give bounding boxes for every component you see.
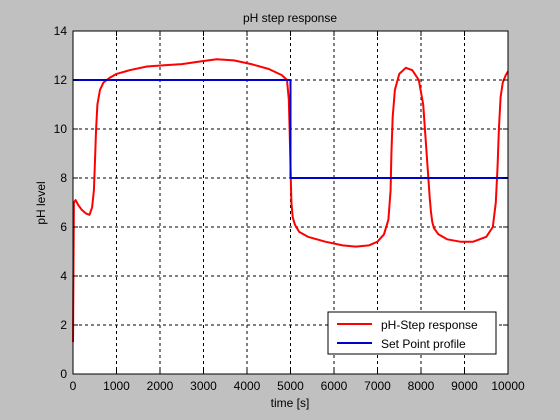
legend-label-response: pH-Step response [381, 318, 478, 332]
tick-marks [72, 30, 509, 375]
x-axis-label: time [s] [271, 396, 310, 410]
chart-title: pH step response [243, 11, 337, 25]
y-tick-label: 4 [60, 269, 67, 283]
series-line-ph-response [72, 58, 509, 343]
y-tick-label: 8 [60, 171, 67, 185]
x-tick-label: 3000 [190, 379, 217, 393]
x-tick-label: 5000 [277, 379, 304, 393]
x-tick-label: 8000 [408, 379, 435, 393]
x-tick-label: 4000 [234, 379, 261, 393]
y-tick-label: 10 [54, 122, 68, 136]
x-tick-label: 0 [70, 379, 77, 393]
y-tick-label: 12 [54, 73, 68, 87]
x-tick-label: 1000 [103, 379, 130, 393]
y-tick-label: 2 [60, 318, 67, 332]
x-tick-label: 2000 [147, 379, 174, 393]
x-tick-label: 7000 [364, 379, 391, 393]
y-tick-label: 6 [60, 220, 67, 234]
y-tick-label: 0 [60, 367, 67, 381]
x-tick-label: 10000 [491, 379, 525, 393]
legend: pH-Step response Set Point profile [327, 311, 497, 355]
x-tick-labels: 0 1000 2000 3000 4000 5000 6000 7000 8000 9000 100… [70, 379, 525, 393]
y-tick-labels: 0 2 4 6 8 10 12 14 [54, 24, 68, 381]
y-tick-label: 14 [54, 24, 68, 38]
y-axis-label: pH level [34, 181, 48, 224]
x-tick-label: 6000 [321, 379, 348, 393]
series-layer [72, 58, 509, 343]
legend-box [327, 311, 497, 355]
series-line-set-point [73, 79, 508, 179]
legend-label-setpoint: Set Point profile [381, 337, 466, 351]
x-tick-label: 9000 [451, 379, 478, 393]
